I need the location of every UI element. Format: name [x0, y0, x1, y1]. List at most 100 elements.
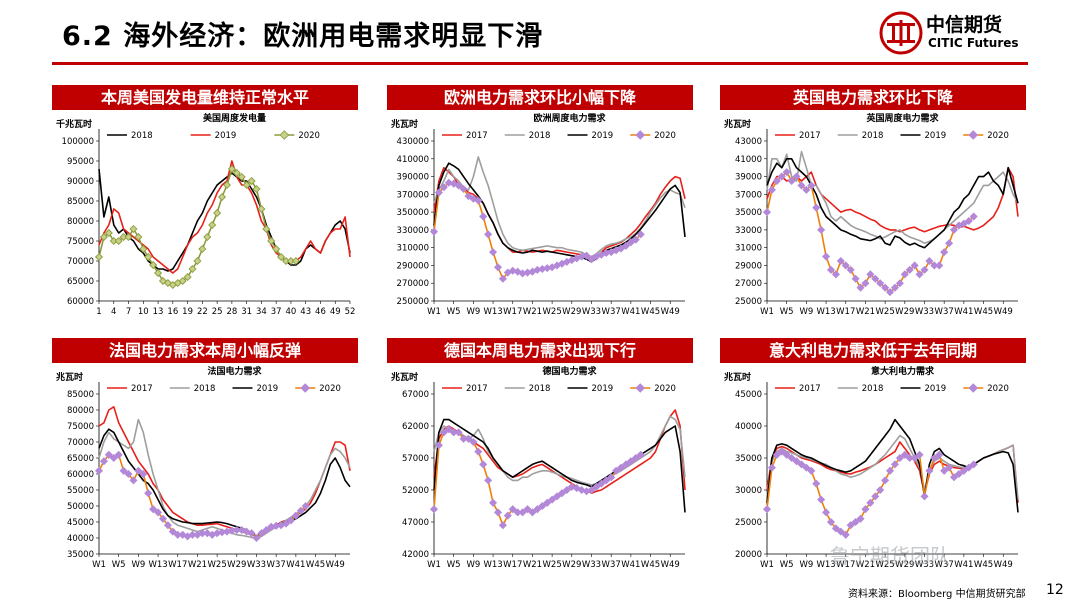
data-point-2020: [493, 263, 503, 272]
y-tick-label: 430000: [397, 137, 429, 147]
data-point-2020: [792, 172, 801, 181]
data-point-2020: [881, 476, 890, 485]
data-point-2020: [291, 256, 300, 266]
data-point-2020: [582, 251, 591, 260]
data-point-2020: [429, 505, 439, 514]
y-tick-label: 100000: [62, 137, 94, 147]
y-tick-label: 90000: [67, 177, 94, 187]
data-point-2020: [124, 469, 133, 479]
data-point-2020: [949, 225, 959, 234]
series-line-2019: [766, 157, 1019, 249]
data-point-2020: [866, 498, 875, 507]
x-tick-label: W5: [112, 560, 126, 570]
data-point-2020: [183, 272, 192, 282]
y-tick-label: 270000: [397, 279, 429, 289]
data-point-2020: [772, 450, 781, 459]
data-point-2020: [767, 463, 776, 472]
data-point-2020: [449, 428, 458, 437]
legend-label-2020: 2020: [654, 131, 676, 141]
x-tick-label: W9: [131, 560, 145, 570]
x-tick-label: 16: [167, 307, 178, 317]
chart-title: 美国周度发电量: [203, 113, 266, 124]
y-tick-label: 57000: [402, 454, 429, 464]
legend-label-2020: 2020: [298, 131, 320, 141]
data-point-2020: [454, 428, 463, 437]
data-point-2020: [528, 508, 537, 517]
data-point-2020: [459, 434, 468, 443]
data-point-2020: [479, 212, 488, 221]
data-point-2020: [296, 506, 305, 515]
data-point-2020: [469, 437, 478, 447]
data-point-2020: [954, 469, 963, 479]
data-point-2020: [498, 521, 507, 530]
data-point-2020: [139, 244, 148, 254]
data-point-2020: [464, 434, 473, 443]
y-tick-label: 45000: [735, 390, 762, 400]
data-point-2020: [262, 224, 271, 234]
data-point-2020: [144, 252, 153, 262]
x-tick-label: 40: [286, 307, 297, 317]
panel-france-power: 法国电力需求本周小幅反弹 兆瓦时 法国电力需求 2017 2018 2019 2020 35…: [52, 338, 358, 578]
x-tick-label: W37: [602, 560, 621, 570]
data-point-2020: [227, 164, 236, 174]
data-point-2020: [252, 184, 261, 194]
x-tick-label: 28: [226, 307, 237, 317]
data-point-2020: [925, 256, 934, 266]
y-tick-label: 52000: [402, 486, 429, 496]
y-tick-label: 30000: [735, 486, 762, 496]
x-tick-label: W25: [876, 307, 895, 317]
logo-name-cn: 中信期货: [926, 14, 1003, 36]
europe-power-chart: 兆瓦时 欧洲周度电力需求 2017 2018 2019 2020 250000 270000 2…: [391, 113, 686, 317]
data-point-2020: [484, 476, 493, 485]
x-tick-label: 22: [197, 307, 208, 317]
x-tick-label: 46: [315, 307, 326, 317]
x-tick-label: W45: [641, 560, 660, 570]
data-point-2020: [802, 463, 811, 472]
data-point-2020: [439, 183, 448, 192]
y-tick-label: 41000: [735, 155, 762, 165]
data-point-2020: [841, 530, 850, 539]
x-tick-label: W45: [641, 307, 660, 317]
data-point-2020: [286, 516, 295, 525]
data-point-2020: [168, 527, 177, 536]
legend-label-2017: 2017: [131, 384, 153, 394]
data-point-2020: [198, 529, 207, 538]
data-point-2020: [636, 450, 645, 459]
legend-label-2017: 2017: [466, 384, 488, 394]
x-tick-label: W13: [483, 307, 502, 317]
legend-marker-2020: [968, 383, 979, 393]
legend-marker-2020: [300, 383, 311, 393]
series-line-2019: [433, 418, 686, 513]
x-tick-label: W37: [267, 560, 286, 570]
data-point-2020: [129, 476, 138, 485]
x-tick-label: W29: [895, 560, 914, 570]
data-point-2020: [119, 466, 128, 475]
data-point-2020: [247, 529, 256, 538]
y-tick-label: 370000: [397, 190, 429, 200]
x-tick-label: W37: [935, 307, 954, 317]
x-tick-label: W5: [447, 560, 461, 570]
data-point-2020: [895, 279, 904, 288]
legend-label-2019: 2019: [215, 131, 237, 141]
data-point-2020: [602, 248, 611, 258]
panel-banner: 欧洲电力需求环比小幅下降: [387, 85, 693, 110]
data-point-2020: [817, 495, 826, 504]
data-point-2020: [886, 466, 895, 475]
data-point-2020: [945, 239, 954, 248]
data-point-2020: [905, 265, 914, 274]
x-tick-label: 31: [241, 307, 252, 317]
legend-label-2018: 2018: [862, 384, 884, 394]
y-tick-label: 43000: [735, 137, 762, 147]
data-point-2020: [134, 232, 143, 242]
legend-label-2017: 2017: [799, 131, 821, 141]
x-tick-label: W41: [286, 560, 305, 570]
data-point-2020: [154, 268, 163, 278]
data-point-2020: [114, 450, 123, 459]
legend-label-2020: 2020: [654, 384, 676, 394]
data-point-2020: [286, 256, 295, 266]
y-tick-label: 47000: [402, 518, 429, 528]
y-axis-unit-label: 兆瓦时: [391, 118, 418, 130]
x-tick-label: 1: [96, 307, 101, 317]
data-point-2020: [227, 526, 236, 535]
x-tick-label: W9: [466, 307, 480, 317]
